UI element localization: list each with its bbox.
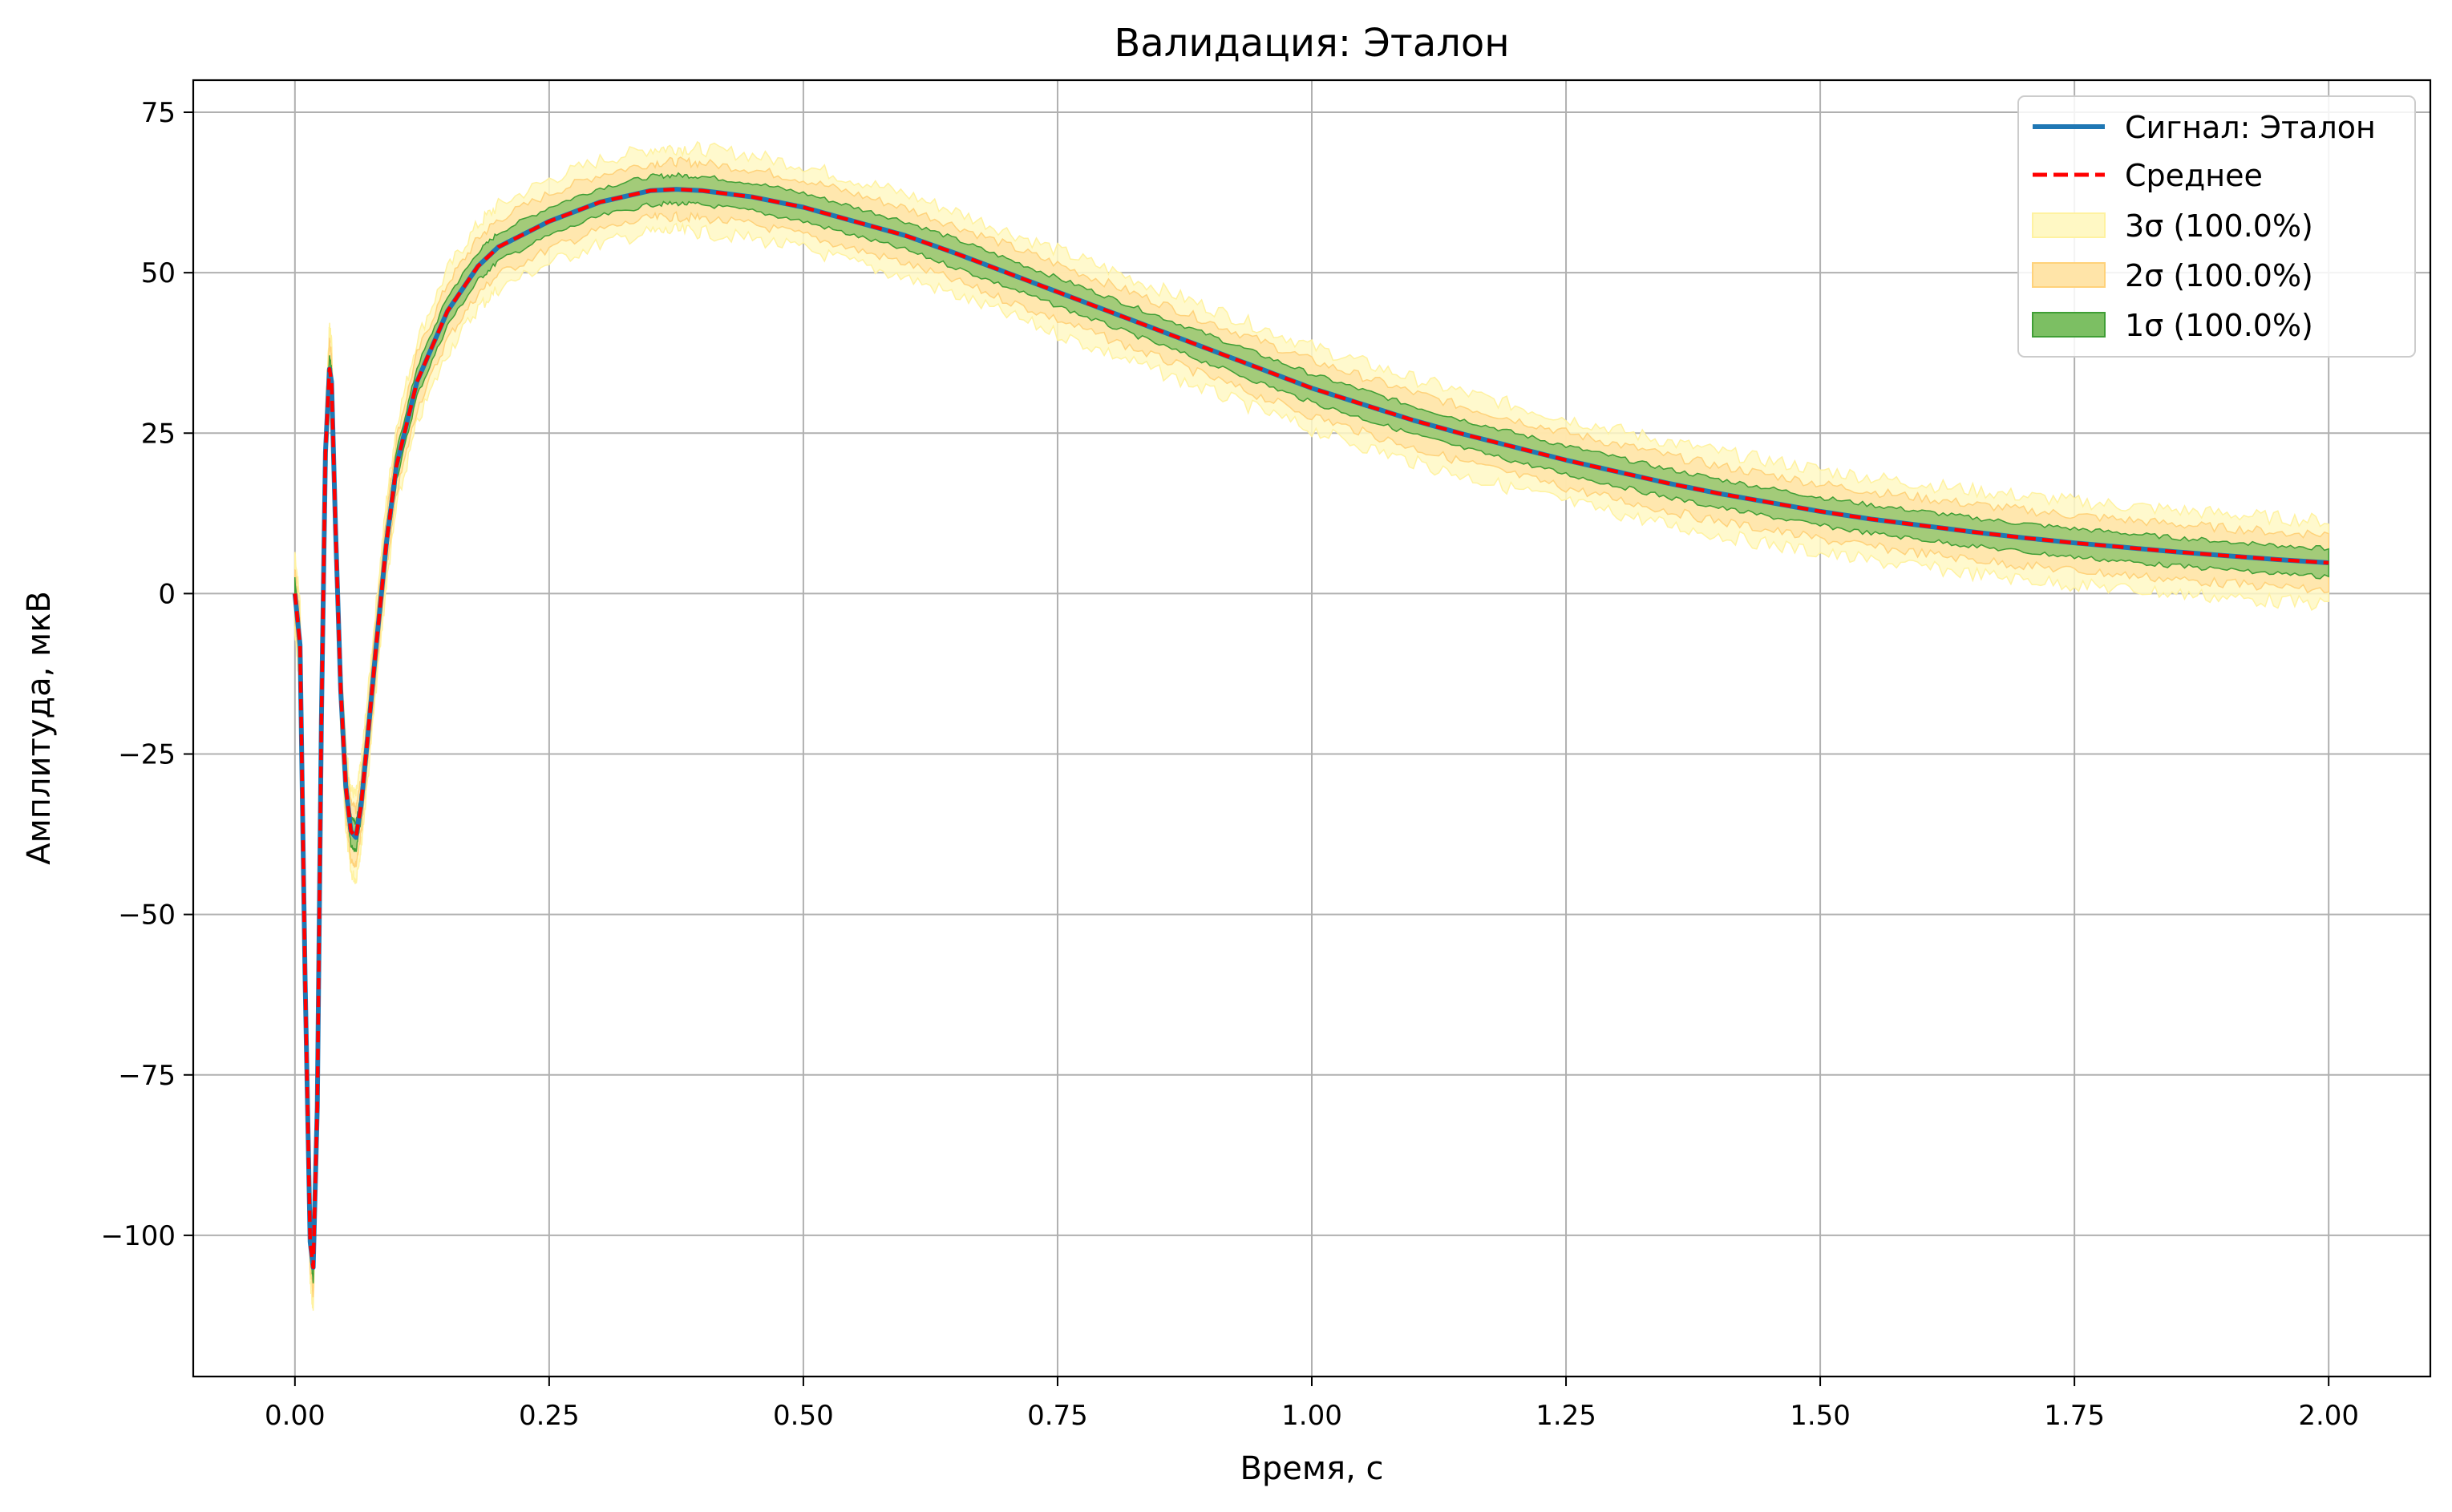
legend-label-mean: Среднее <box>2125 158 2263 193</box>
y-tick-label: −25 <box>118 739 176 771</box>
x-tick-label: 1.75 <box>2044 1400 2105 1432</box>
x-tick-label: 0.50 <box>773 1400 834 1432</box>
y-tick-label: −50 <box>118 900 176 932</box>
series-line-mean <box>293 187 2329 1270</box>
legend-box <box>2017 95 2416 358</box>
x-tick-label: 0.75 <box>1027 1400 1088 1432</box>
y-tick-label: 0 <box>158 578 176 610</box>
x-axis-label: Время, с <box>1240 1450 1383 1487</box>
band-1sigma <box>294 172 2329 1284</box>
legend-label-signal: Сигнал: Эталон <box>2125 110 2376 145</box>
y-tick-label: −100 <box>101 1220 176 1252</box>
y-tick-label: 75 <box>141 97 176 129</box>
y-tick-label: 25 <box>141 418 176 450</box>
legend-swatch-1sigma <box>2032 312 2106 338</box>
x-tick-label: 0.00 <box>265 1400 326 1432</box>
legend-swatch-3sigma <box>2032 212 2106 238</box>
legend-label-1sigma: 1σ (100.0%) <box>2125 308 2313 343</box>
sigma-bands <box>294 140 2329 1311</box>
x-tick-label: 1.25 <box>1536 1400 1596 1432</box>
x-axis-ticks: 0.00 0.25 0.50 0.75 1.00 1.25 1.50 1.75 2.00 <box>265 1377 2359 1432</box>
legend: Сигнал: Эталон Среднее 3σ (100.0%) 2σ (1… <box>2017 95 2416 358</box>
x-tick-label: 2.00 <box>2298 1400 2359 1432</box>
series-lines <box>292 187 2329 1270</box>
y-axis-ticks: −100 −75 −50 −25 0 25 50 75 <box>101 97 193 1252</box>
y-tick-label: −75 <box>118 1060 176 1092</box>
legend-label-2sigma: 2σ (100.0%) <box>2125 258 2313 293</box>
chart-title: Валидация: Эталон <box>1114 21 1509 66</box>
x-tick-label: 0.25 <box>519 1400 580 1432</box>
y-tick-label: 50 <box>141 257 176 289</box>
legend-label-3sigma: 3σ (100.0%) <box>2125 208 2313 244</box>
legend-swatch-2sigma <box>2032 262 2106 288</box>
x-tick-label: 1.50 <box>1790 1400 1851 1432</box>
y-axis-label: Амплитуда, мкВ <box>21 591 58 865</box>
x-tick-label: 1.00 <box>1281 1400 1342 1432</box>
